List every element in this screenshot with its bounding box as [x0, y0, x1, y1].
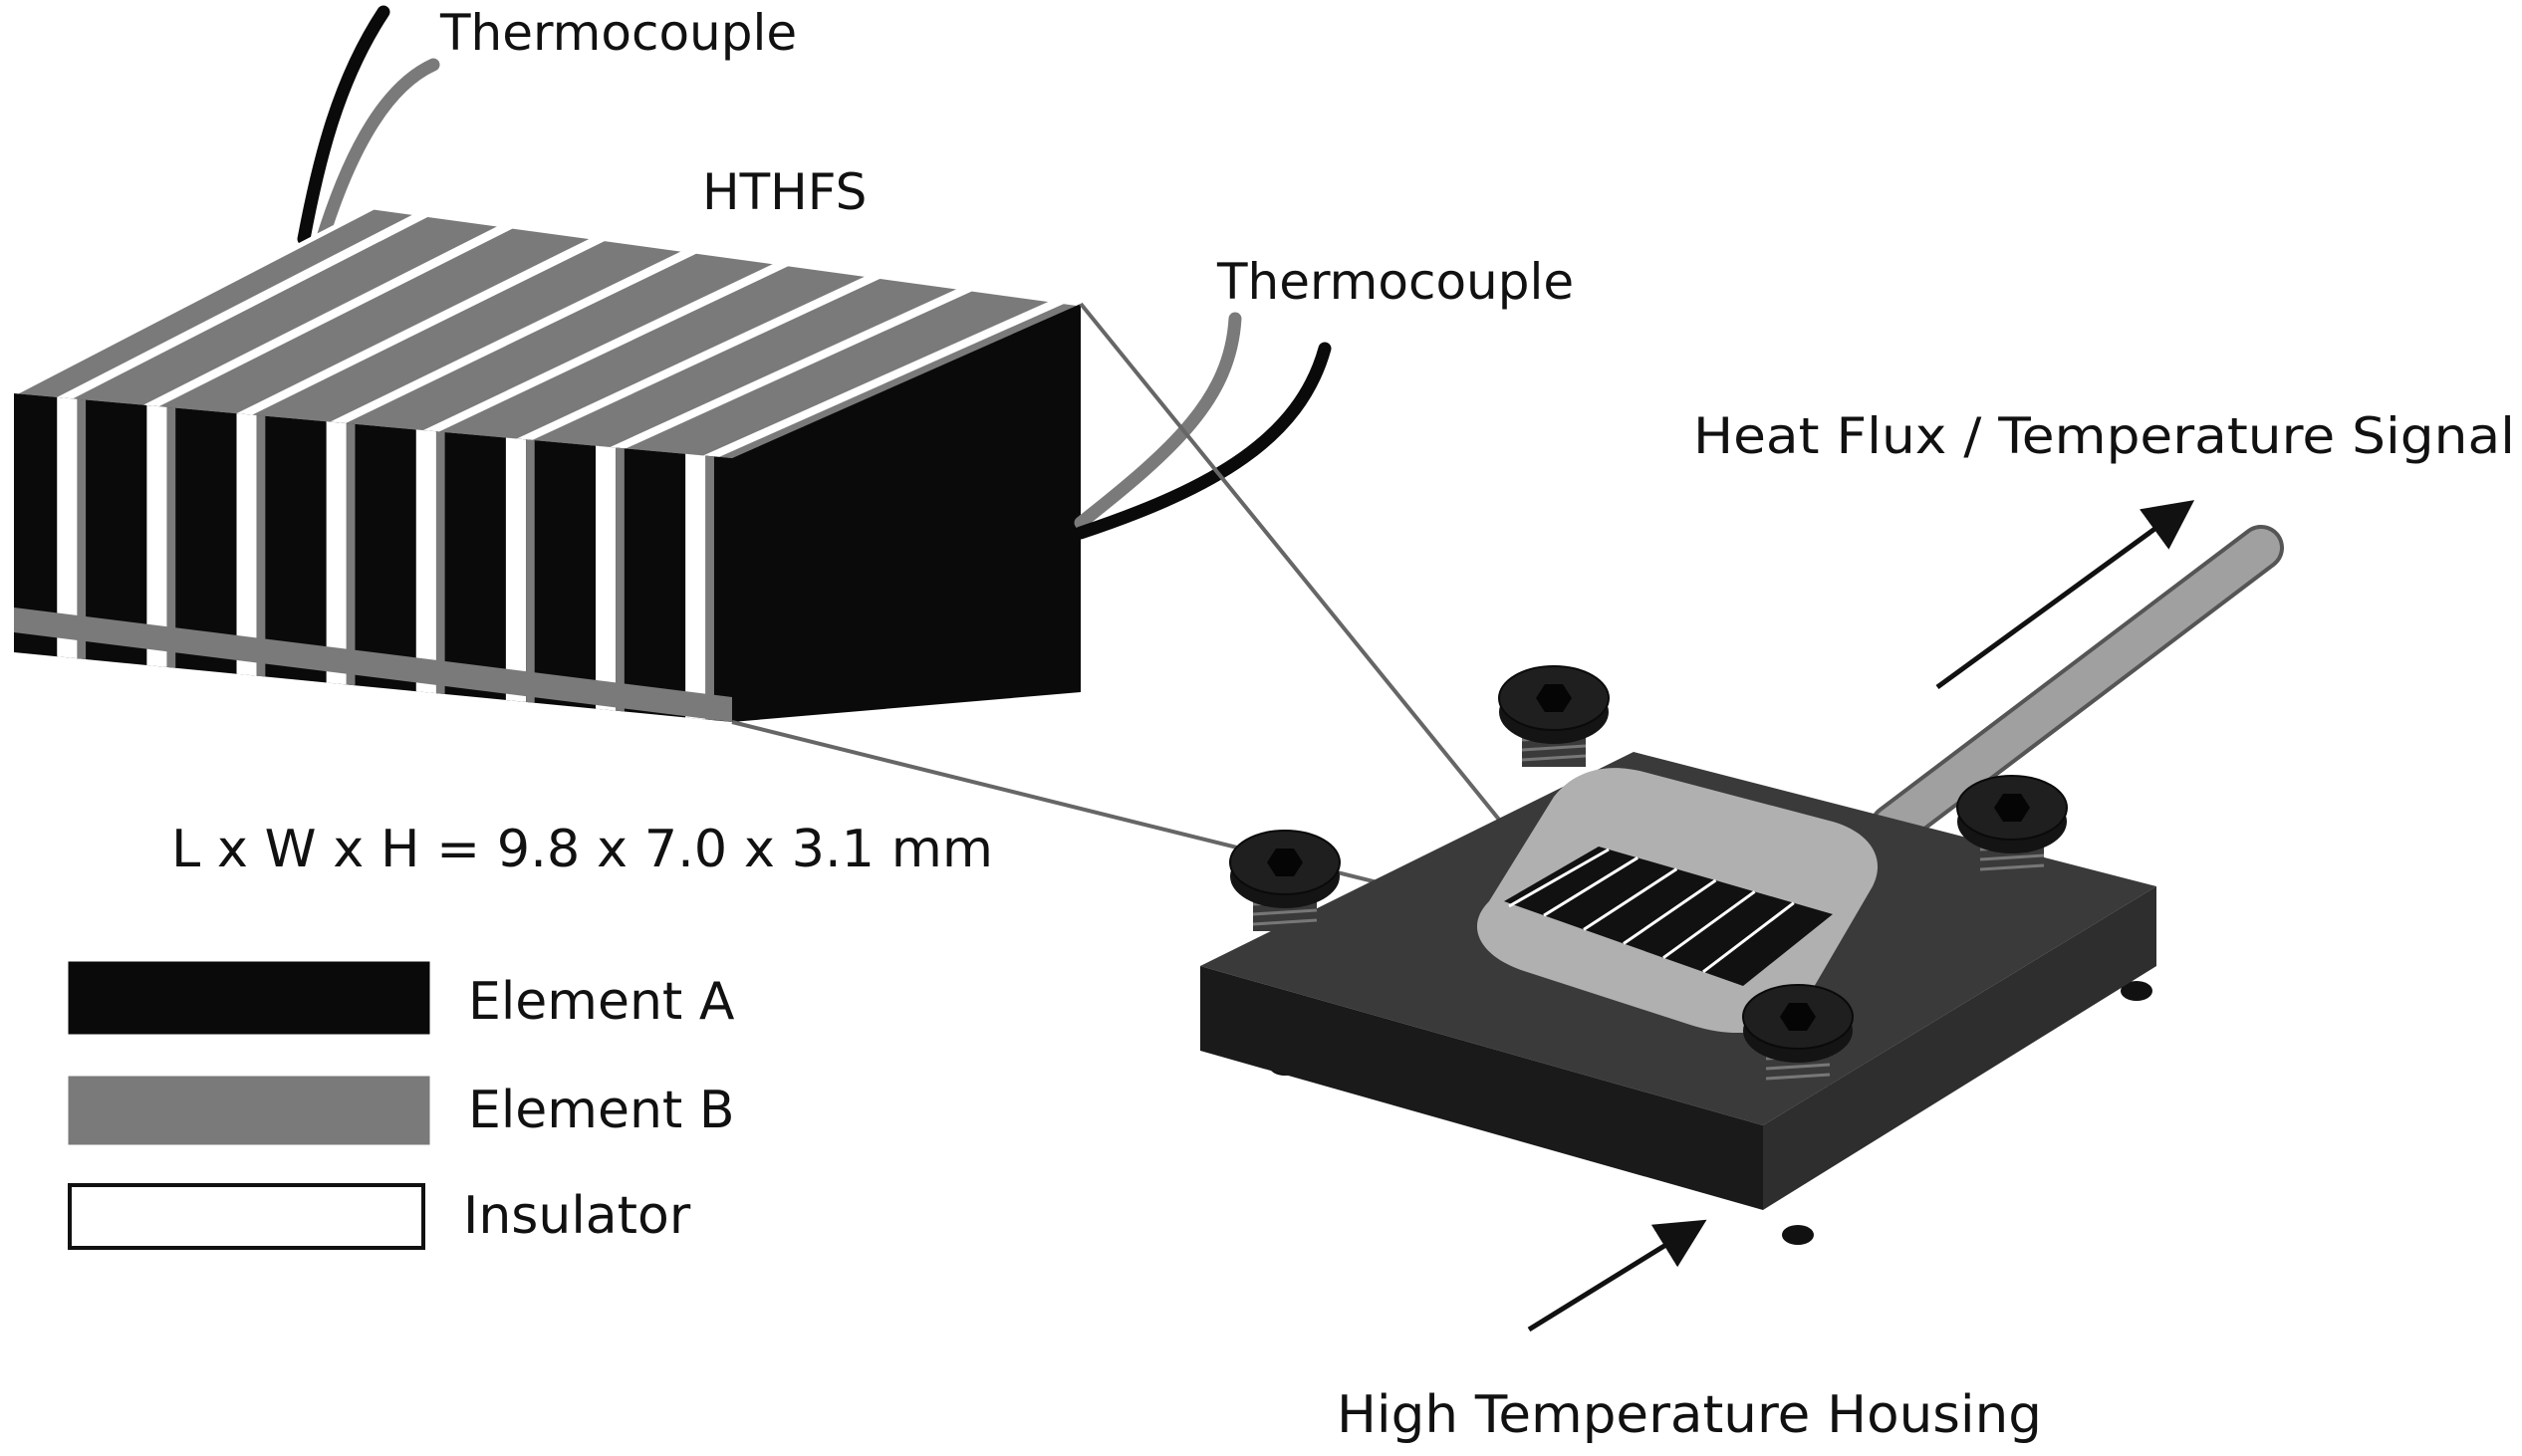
top-stripe	[703, 300, 1069, 457]
top-edge-highlight	[12, 204, 1082, 396]
housing-sensor-line	[1662, 890, 1756, 959]
housing-arrow	[1527, 1219, 1707, 1333]
top-stripe	[236, 237, 609, 415]
screw	[1742, 984, 1854, 1086]
screw-thread-line	[1521, 744, 1587, 752]
top-stripe	[330, 249, 701, 424]
housing-sensor-line	[1583, 867, 1678, 931]
housing-front-side	[1200, 966, 1763, 1210]
front-element-b-column	[705, 455, 714, 721]
front-insulator-column	[146, 405, 167, 667]
label-thermocouple-right: Thermocouple	[1216, 253, 1574, 311]
front-element-b-column	[346, 423, 356, 686]
front-face-segments	[57, 396, 714, 721]
screw-thread-line	[1521, 754, 1587, 762]
label-signal: Heat Flux / Temperature Signal	[1693, 407, 2515, 465]
screw-thread-line	[1252, 908, 1318, 916]
sensor-side-face	[732, 304, 1081, 722]
front-insulator-column	[685, 453, 706, 720]
legend-label-element-a: Element A	[468, 972, 735, 1032]
housing-screws	[1229, 665, 2068, 1086]
front-element-b-column	[616, 447, 625, 712]
front-element-b-column	[526, 439, 535, 703]
top-stripe	[516, 274, 884, 440]
screw-thread-line	[1979, 853, 2045, 861]
housing-right-side	[1763, 886, 2156, 1210]
front-element-b-column	[166, 406, 176, 668]
top-stripe	[142, 224, 517, 407]
hthfs-sensor-block	[12, 204, 1082, 722]
screw	[1956, 775, 2068, 876]
top-stripe	[422, 262, 793, 432]
top-stripe	[57, 212, 432, 399]
screw	[1229, 830, 1341, 931]
front-element-b-column	[256, 414, 266, 677]
legend-swatch-element-a	[68, 961, 430, 1035]
housing-sensor-line	[1508, 848, 1610, 908]
front-element-b-column	[77, 398, 87, 659]
legend-swatch-insulator	[68, 1183, 425, 1250]
housing-sensor-line	[1623, 878, 1717, 945]
screw	[1498, 665, 1610, 767]
high-temperature-housing	[1200, 665, 2156, 1245]
sensor-bottom-strip	[14, 607, 732, 722]
label-hthfs: HTHFS	[702, 163, 867, 221]
legend-label-element-b: Element B	[468, 1081, 735, 1140]
top-face-insulator-stripes	[12, 204, 1082, 457]
screw-hex-socket	[1536, 684, 1572, 712]
screw-hex-socket	[1994, 794, 2030, 822]
front-insulator-column	[505, 437, 527, 702]
signal-rod	[1870, 525, 2284, 849]
front-insulator-column	[415, 429, 436, 694]
housing-sensor-line	[1702, 901, 1795, 974]
label-housing: High Temperature Housing	[1337, 1385, 2042, 1445]
label-dimensions: L x W x H = 9.8 x 7.0 x 3.1 mm	[171, 820, 993, 879]
housing-sensor	[1504, 847, 1833, 986]
front-insulator-column	[236, 413, 257, 676]
screw-thread-line	[1765, 1063, 1831, 1071]
housing-sensor-line	[1543, 856, 1639, 917]
thermocouple-wire-right	[1074, 312, 1332, 540]
screw-hex-socket	[1780, 1003, 1816, 1031]
front-element-b-column	[435, 431, 445, 694]
thermocouple-wire-top	[297, 5, 440, 251]
screw-hex-socket	[1267, 849, 1303, 876]
front-insulator-column	[57, 396, 78, 659]
label-thermocouple-top: Thermocouple	[439, 4, 797, 62]
top-stripe	[610, 287, 976, 449]
housing-sensor-lines	[1508, 848, 1795, 974]
screw-thread-line	[1979, 863, 2045, 871]
screw-thread-line	[1765, 1073, 1831, 1081]
legend: Element A Element B Insulator	[68, 961, 735, 1250]
front-insulator-column	[596, 445, 617, 711]
legend-label-insulator: Insulator	[463, 1186, 691, 1246]
signal-arrow	[1935, 500, 2195, 690]
screw-thread-line	[1252, 918, 1318, 926]
front-insulator-column	[326, 421, 347, 685]
legend-swatch-element-b	[68, 1076, 430, 1145]
